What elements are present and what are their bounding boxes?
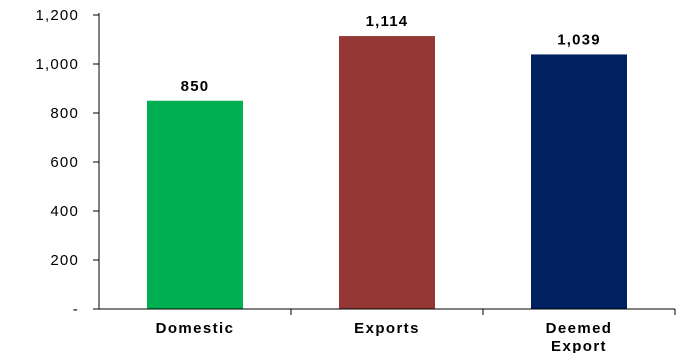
- y-axis: - 200 400 600 800 1,000 1,200: [35, 7, 100, 318]
- bar-deemed-export: [531, 54, 627, 309]
- y-tick-label: 1,200: [35, 7, 79, 24]
- y-tick-label: -: [73, 301, 79, 318]
- y-tick-label: 400: [50, 203, 79, 220]
- y-tick-label: 1,000: [35, 56, 79, 73]
- bar-exports: [339, 36, 435, 309]
- data-label: 1,039: [557, 31, 601, 48]
- bar-domestic: [147, 100, 243, 309]
- x-tick-label: Domestic: [156, 320, 235, 337]
- x-tick-label: Deemed: [546, 320, 613, 337]
- y-tick-label: 600: [50, 154, 79, 171]
- data-label: 1,114: [366, 13, 409, 30]
- bars: 850 1,114 1,039: [147, 13, 627, 309]
- x-tick-label: Exports: [354, 320, 420, 337]
- y-tick-label: 800: [50, 105, 79, 122]
- data-label: 850: [181, 78, 210, 95]
- y-tick-label: 200: [50, 252, 79, 269]
- x-tick-label: Export: [551, 338, 607, 353]
